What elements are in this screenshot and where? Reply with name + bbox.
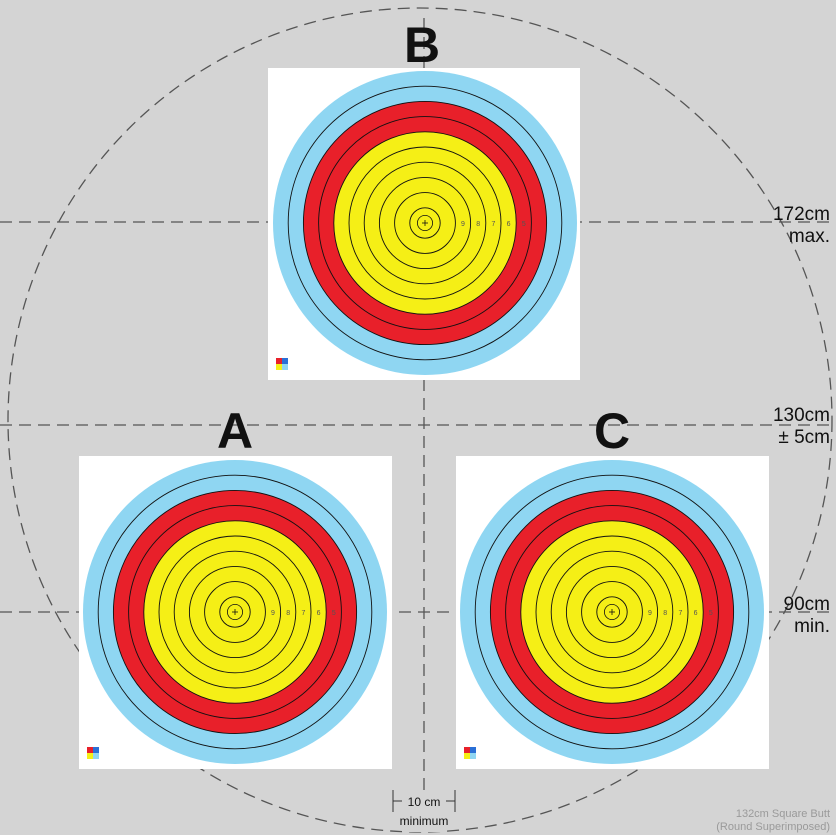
- scoring-ring-line-b: [333, 131, 517, 315]
- scoring-ring-line-a: [143, 520, 327, 704]
- ring-number-c: 5: [709, 610, 713, 617]
- scoring-ring-line-c: [505, 505, 719, 719]
- scoring-ring-line-a: [97, 474, 373, 750]
- scoring-ring-line-b: [378, 176, 472, 270]
- ring-number-b: 7: [491, 221, 495, 228]
- scoring-ring-line-b: [287, 85, 563, 361]
- scoring-ring-line-c: [596, 596, 628, 628]
- scoring-ring-line-a: [158, 535, 312, 689]
- ring-number-c: 8: [663, 610, 667, 617]
- target-face-b: 9 8 7 6 5: [268, 68, 580, 380]
- ring-number-c: 6: [694, 610, 698, 617]
- dimension-130cm-tolerance: ± 5cm: [778, 427, 830, 448]
- scoring-ring-line-a: [112, 489, 358, 735]
- scoring-ring-line-a: [173, 550, 297, 674]
- scoring-ring-line-a: [128, 505, 342, 719]
- ring-number-a: 5: [332, 610, 336, 617]
- logo-square-b: [282, 358, 288, 364]
- gap-dimension-10cm: 10 cm: [408, 795, 441, 809]
- dimension-90cm: 90cm: [784, 594, 830, 615]
- scoring-ring-line-b: [394, 192, 456, 254]
- x-ring-a: [226, 604, 243, 621]
- scoring-ring-line-c: [535, 535, 689, 689]
- scoring-ring-line-b: [348, 146, 502, 300]
- gap-dimension-minimum: minimum: [400, 814, 449, 828]
- butt-shape-note: (Round Superimposed): [716, 821, 830, 833]
- target-face-c: 9 8 7 6 5: [456, 456, 769, 769]
- logo-square-b: [276, 358, 282, 364]
- x-ring-c: [604, 604, 621, 621]
- target-label-a: A: [217, 403, 253, 459]
- ring-number-a: 8: [286, 610, 290, 617]
- dimension-172cm: 172cm: [773, 204, 830, 225]
- logo-square-a: [87, 747, 93, 753]
- ring-number-c: 9: [648, 610, 652, 617]
- dimension-90cm-qualifier: min.: [794, 616, 830, 637]
- ring-number-a: 7: [301, 610, 305, 617]
- logo-square-c: [470, 753, 476, 759]
- scoring-ring-line-b: [318, 116, 532, 330]
- logo-square-c: [464, 747, 470, 753]
- scoring-ring-line-a: [204, 581, 266, 643]
- logo-square-b: [276, 364, 282, 370]
- scoring-ring-line-c: [581, 581, 643, 643]
- logo-square-b: [282, 364, 288, 370]
- target-label-c: C: [594, 403, 630, 459]
- ring-number-c: 7: [678, 610, 682, 617]
- ring-number-b: 9: [461, 221, 465, 228]
- target-label-b: B: [404, 17, 440, 73]
- scoring-ring-line-b: [409, 207, 441, 239]
- gap-label-backdrop: [402, 792, 446, 832]
- scoring-ring-line-c: [550, 550, 674, 674]
- ring-number-b: 6: [507, 221, 511, 228]
- logo-square-a: [93, 747, 99, 753]
- butt-size-note: 132cm Square Butt: [736, 808, 830, 820]
- scoring-ring-line-c: [474, 474, 750, 750]
- scoring-ring-line-c: [520, 520, 704, 704]
- ring-number-a: 6: [317, 610, 321, 617]
- scoring-ring-line-a: [188, 565, 282, 659]
- scoring-ring-line-c: [565, 565, 659, 659]
- scoring-ring-line-c: [489, 489, 735, 735]
- dimension-172cm-qualifier: max.: [789, 226, 830, 247]
- dimension-130cm: 130cm: [773, 405, 830, 426]
- logo-square-a: [93, 753, 99, 759]
- logo-square-c: [464, 753, 470, 759]
- logo-square-a: [87, 753, 93, 759]
- scoring-ring-line-a: [219, 596, 251, 628]
- logo-square-c: [470, 747, 476, 753]
- ring-number-a: 9: [271, 610, 275, 617]
- x-ring-b: [416, 214, 433, 231]
- scoring-ring-line-b: [302, 100, 548, 346]
- ring-number-b: 5: [522, 221, 526, 228]
- scoring-ring-line-b: [363, 161, 487, 285]
- ring-number-b: 8: [476, 221, 480, 228]
- target-face-a: 9 8 7 6 5: [79, 456, 392, 769]
